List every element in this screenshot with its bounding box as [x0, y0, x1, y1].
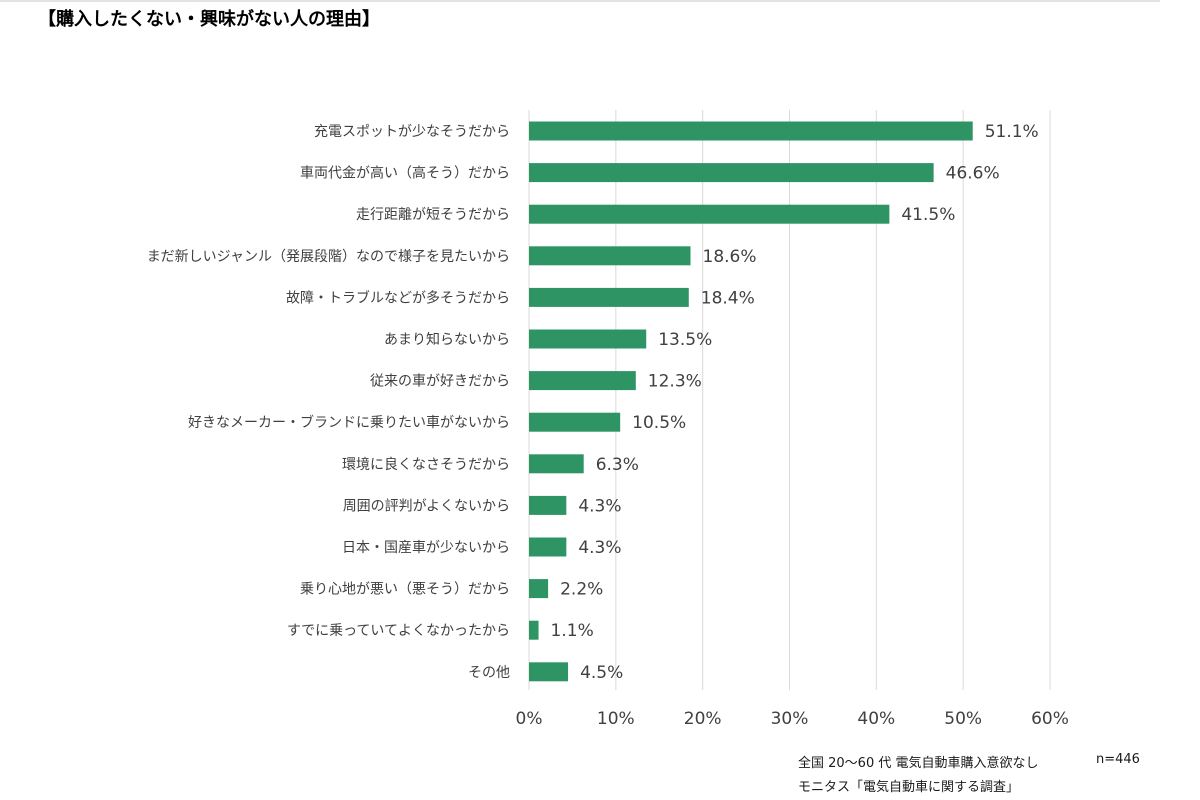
- bar: [529, 579, 549, 599]
- data-label: 4.3%: [578, 538, 621, 558]
- source-note: モニタス「電気自動車に関する調査」: [798, 780, 1020, 795]
- bar: [529, 495, 567, 515]
- category-label: 日本・国産車が少ないから: [342, 539, 510, 556]
- survey-note: 全国 20〜60 代 電気自動車購入意欲なし: [798, 756, 1039, 771]
- data-label: 4.5%: [580, 663, 623, 683]
- data-label: 41.5%: [901, 205, 955, 225]
- bar: [529, 537, 567, 557]
- x-tick-label: 50%: [944, 709, 982, 729]
- category-label: その他: [468, 665, 510, 681]
- x-tick-label: 10%: [597, 709, 635, 729]
- data-label: 4.3%: [578, 496, 621, 516]
- category-label: 車両代金が高い（高そう）だから: [300, 165, 510, 182]
- category-label: 乗り心地が悪い（悪そう）だから: [300, 582, 510, 598]
- chart-title: 【購入したくない・興味がない人の理由】: [38, 9, 380, 30]
- data-label: 10.5%: [632, 413, 686, 433]
- data-label: 51.1%: [985, 122, 1039, 142]
- category-label: 周囲の評判がよくないから: [343, 498, 510, 514]
- bar: [529, 329, 647, 349]
- bar: [529, 620, 539, 640]
- sample-size-note: n=446: [1096, 752, 1140, 767]
- category-label: 好きなメーカー・ブランドに乗りたい車がないから: [188, 414, 510, 431]
- category-label: 環境に良くなさそうだから: [342, 457, 510, 473]
- bar: [529, 204, 890, 224]
- category-label: 故障・トラブルなどが多そうだから: [286, 289, 510, 306]
- category-label: すでに乗っていてよくなかったから: [287, 623, 510, 639]
- bar: [529, 246, 691, 266]
- bar: [529, 454, 584, 474]
- category-label: 走行距離が短そうだから: [356, 206, 510, 223]
- bar: [529, 412, 621, 432]
- bar: [529, 163, 934, 183]
- category-label: 従来の車が好きだから: [370, 373, 510, 390]
- data-label: 18.4%: [701, 288, 755, 308]
- x-tick-label: 60%: [1031, 709, 1069, 729]
- bar: [529, 287, 689, 307]
- bar: [529, 371, 636, 391]
- bar: [529, 121, 973, 141]
- category-label: あまり知らないから: [384, 331, 510, 348]
- category-label: 充電スポットが少なそうだから: [314, 124, 510, 140]
- category-label: まだ新しいジャンル（発展段階）なので様子を見たいから: [147, 249, 510, 265]
- data-label: 2.2%: [560, 580, 603, 600]
- x-tick-label: 0%: [516, 709, 543, 729]
- data-label: 6.3%: [596, 455, 639, 475]
- data-label: 46.6%: [946, 164, 1000, 184]
- x-tick-label: 40%: [857, 709, 895, 729]
- data-label: 1.1%: [551, 621, 594, 641]
- data-label: 13.5%: [658, 330, 712, 350]
- x-tick-label: 20%: [684, 709, 722, 729]
- x-tick-label: 30%: [771, 709, 809, 729]
- data-label: 18.6%: [703, 247, 757, 267]
- top-divider: [0, 0, 1160, 2]
- data-label: 12.3%: [648, 372, 702, 392]
- bar: [529, 662, 569, 682]
